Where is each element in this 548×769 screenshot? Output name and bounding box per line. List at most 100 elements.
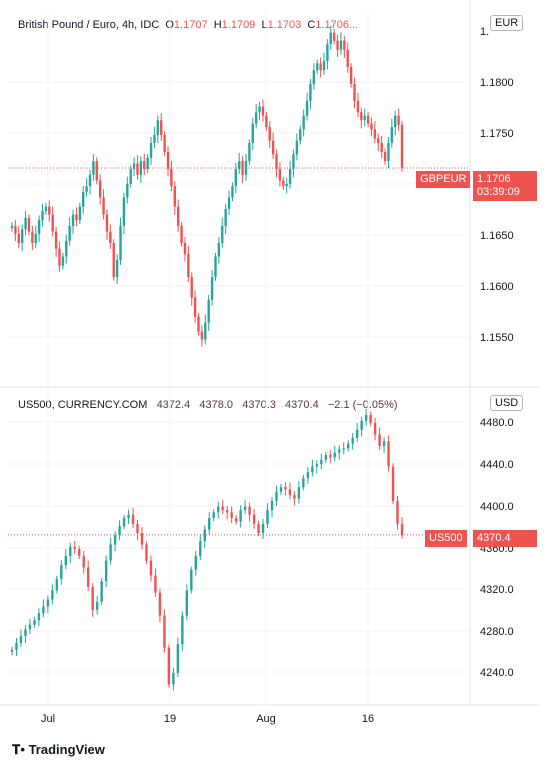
candle-body [293, 495, 296, 499]
candle-body [231, 186, 234, 198]
candle-body [217, 506, 220, 513]
candle-body [355, 429, 359, 438]
candle-body [87, 567, 90, 587]
y-tick-label: 1.1550 [480, 332, 514, 344]
candle-body [261, 523, 265, 534]
candle-body [377, 138, 380, 143]
tradingview-logo-icon: 𝐓• [12, 742, 25, 757]
candle-body [42, 606, 45, 614]
candle-body [163, 615, 166, 648]
candle-body [322, 61, 326, 71]
candle-body [275, 491, 278, 501]
ohlc-low: 4370.3 [242, 399, 276, 411]
candle-body [37, 613, 41, 621]
candle-body [351, 437, 354, 444]
candle-body [332, 32, 336, 41]
candle-body [160, 120, 163, 135]
candle-body [207, 299, 210, 323]
candle-body [109, 231, 112, 243]
candle-body [265, 115, 268, 128]
candle-body [319, 63, 322, 71]
candle-body [288, 169, 292, 184]
candle-body [122, 518, 126, 527]
candle-body [360, 112, 363, 121]
ohlc-high-key: H [213, 19, 222, 31]
candle-body [373, 422, 377, 435]
candle-body [15, 643, 18, 650]
candle-body [346, 49, 349, 67]
candle-body [176, 644, 180, 673]
candle-body [338, 449, 341, 453]
y-tick-label: 1.1600 [480, 281, 514, 293]
candle-body [113, 535, 117, 545]
candle-body [55, 578, 59, 591]
candle-body [170, 169, 173, 187]
candle-body [41, 211, 44, 221]
candle-body [252, 514, 256, 524]
candle-body [333, 452, 336, 458]
candle-body [173, 186, 176, 207]
top-currency-badge[interactable]: EUR [490, 15, 524, 31]
candle-body [60, 565, 63, 579]
candle-body [305, 100, 309, 116]
candle-body [339, 40, 343, 50]
candle-body [221, 225, 224, 243]
candle-body [33, 620, 36, 625]
candle-body [299, 129, 302, 141]
candle-body [136, 163, 139, 175]
gbpeur-symbol-tag: GBPEUR [416, 171, 471, 188]
candle-body [212, 512, 215, 519]
candle-body [136, 523, 139, 534]
candle-body [297, 487, 301, 499]
candle-body [394, 115, 397, 128]
candle-body [58, 248, 61, 266]
candle-body [82, 555, 85, 568]
candle-body [326, 44, 329, 62]
candle-body [199, 541, 202, 556]
candle-body [187, 254, 190, 278]
candle-body [153, 135, 156, 143]
candle-body [234, 169, 238, 187]
candle-body [34, 233, 37, 243]
candle-body [363, 115, 366, 121]
candle-body [95, 601, 99, 610]
candle-body [131, 514, 135, 524]
ohlc-open: 4372.4 [156, 399, 191, 411]
candle-body [115, 260, 119, 278]
y-tick-label: 4320.0 [480, 584, 514, 596]
candle-body [312, 70, 316, 84]
candle-body [154, 575, 157, 593]
candle-body [378, 434, 381, 446]
candle-body [91, 586, 94, 610]
candle-body [227, 197, 231, 209]
candle-body [156, 120, 160, 135]
candle-body [217, 242, 221, 257]
bottom-currency-badge[interactable]: USD [490, 395, 524, 411]
candle-body [221, 506, 224, 511]
candle-body [261, 106, 265, 116]
candle-body [271, 140, 275, 155]
candle-body [248, 506, 251, 515]
candle-body [37, 220, 41, 234]
candle-body [302, 477, 305, 488]
candle-body [342, 448, 345, 450]
candle-body [64, 555, 67, 566]
candle-body [24, 629, 27, 637]
candle-body [10, 649, 14, 652]
candle-body [390, 127, 394, 143]
candle-body [315, 464, 319, 467]
tradingview-logo[interactable]: 𝐓• TradingView [12, 742, 105, 758]
candle-body [98, 180, 102, 198]
candle-body [302, 115, 305, 130]
candle-body [306, 472, 310, 478]
candle-body [146, 157, 149, 170]
candle-body [122, 197, 126, 226]
candle-body [149, 560, 153, 576]
candle-body [112, 242, 115, 278]
top-chart-title: British Pound / Euro, 4h, IDC [18, 19, 160, 31]
candle-body [251, 123, 254, 143]
top-chart-legend: British Pound / Euro, 4h, IDC O1.1707 H1… [18, 18, 358, 32]
candle-body [279, 487, 283, 492]
candle-body [214, 256, 217, 278]
